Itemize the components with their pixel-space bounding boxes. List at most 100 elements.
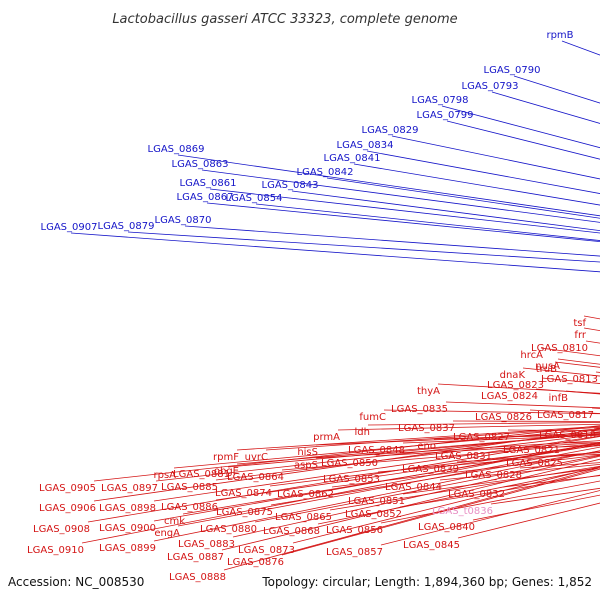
minus-gene-label: LGAS_0837	[398, 423, 455, 434]
label-leader-line	[223, 467, 600, 571]
label-leader-line	[375, 442, 600, 457]
label-leader-line	[291, 190, 600, 232]
minus-gene-label: frr	[574, 330, 586, 341]
label-leader-line	[155, 431, 600, 482]
label-leader-line	[367, 421, 600, 426]
minus-gene-label: engA	[154, 528, 180, 539]
label-leader-line	[81, 441, 600, 544]
label-leader-line	[457, 502, 600, 539]
label-leader-line	[380, 490, 600, 546]
minus-gene-label: LGAS_0851	[348, 496, 405, 507]
minus-gene-label: LGAS_0868	[263, 526, 320, 537]
label-leader-line	[127, 231, 600, 263]
label-leader-line	[353, 163, 600, 206]
label-leader-line	[439, 464, 600, 481]
rna-gene-label: LGAS_t0836	[432, 506, 493, 517]
minus-gene-label: tsf	[573, 318, 586, 329]
minus-gene-label: LGAS_0857	[326, 547, 383, 558]
plus-gene-label: LGAS_0843	[262, 180, 319, 191]
minus-gene-label: LGAS_0823	[487, 380, 544, 391]
minus-gene-label: LGAS_0910	[27, 545, 84, 556]
minus-gene-label: LGAS_0848	[348, 445, 405, 456]
label-leader-line	[329, 465, 600, 511]
minus-gene-label: LGAS_0845	[403, 540, 460, 551]
plus-gene-label: LGAS_0907	[41, 222, 98, 233]
label-leader-line	[206, 202, 600, 242]
minus-gene-label: LGAS_0900	[99, 523, 156, 534]
minus-gene-label: LGAS_0886	[161, 502, 218, 513]
label-leader-line	[177, 446, 600, 527]
label-leader-line	[70, 232, 600, 273]
minus-gene-label: LGAS_0883	[178, 539, 235, 550]
plus-gene-label: LGAS_0861	[180, 178, 237, 189]
plus-gene-label: LGAS_0867	[177, 192, 234, 203]
minus-gene-label: LGAS_0813	[541, 374, 598, 385]
minus-gene-label: LGAS_0810	[531, 343, 588, 354]
minus-gene-label: fumC	[359, 412, 386, 423]
label-leader-line	[153, 450, 600, 542]
minus-gene-label: LGAS_0844	[385, 482, 442, 493]
label-leader-line	[281, 443, 600, 471]
minus-gene-label: ldh	[355, 427, 370, 438]
label-leader-line	[221, 458, 600, 551]
minus-gene-label: LGAS_0888	[169, 572, 226, 583]
minus-gene-label: LGAS_0864	[227, 472, 284, 483]
minus-gene-label: LGAS_0840	[418, 522, 475, 533]
label-leader-line	[472, 494, 600, 521]
label-leader-line	[184, 225, 600, 257]
label-leader-line	[254, 455, 600, 523]
minus-gene-label: LGAS_0887	[167, 552, 224, 563]
minus-gene-label: LGAS_0865	[275, 512, 332, 523]
map-title: Lactobacillus gasseri ATCC 33323, comple…	[112, 12, 457, 27]
minus-gene-label: thyA	[417, 386, 440, 397]
plus-gene-label: LGAS_0793	[462, 81, 519, 92]
minus-gene-label: LGAS_0828	[465, 470, 522, 481]
label-leader-line	[87, 436, 600, 523]
label-leader-line	[265, 426, 600, 451]
plus-gene-label: LGAS_0799	[417, 110, 474, 121]
minus-gene-label: LGAS_0852	[345, 509, 402, 520]
minus-gene-label: rpsA	[153, 470, 176, 481]
minus-gene-label: LGAS_0839	[402, 464, 459, 475]
minus-gene-label: eno	[417, 441, 436, 452]
minus-gene-label: uvrC	[245, 452, 268, 463]
minus-gene-label: LGAS_0908	[33, 524, 90, 535]
minus-gene-label: LGAS_0862	[277, 489, 334, 500]
label-leader-line	[153, 435, 600, 502]
minus-gene-label: LGAS_0881	[173, 469, 230, 480]
minus-gene-label: LGAS_0885	[161, 482, 218, 493]
label-leader-line	[366, 150, 600, 194]
minus-gene-label: prmA	[313, 432, 340, 443]
plus-gene-label: LGAS_0869	[148, 144, 205, 155]
plus-gene-label: LGAS_0790	[484, 65, 541, 76]
minus-gene-label: truB	[536, 364, 557, 375]
minus-gene-label: LGAS_0853	[323, 474, 380, 485]
plus-gene-label: LGAS_0834	[337, 140, 394, 151]
plus-gene-label: LGAS_0879	[98, 221, 155, 232]
minus-gene-label: LGAS_0899	[99, 543, 156, 554]
label-leader-line	[337, 423, 600, 431]
minus-gene-label: infB	[549, 393, 569, 404]
minus-gene-label: LGAS_0873	[238, 545, 295, 556]
minus-gene-label: LGAS_0906	[39, 503, 96, 514]
plus-gene-label: LGAS_0841	[324, 153, 381, 164]
label-leader-line	[292, 466, 600, 544]
minus-gene-label: LGAS_0856	[326, 525, 383, 536]
minus-gene-label: LGAS_0827	[453, 432, 510, 443]
leader-line-layer	[70, 40, 600, 571]
minus-gene-label: LGAS_0850	[321, 458, 378, 469]
plus-gene-label: LGAS_0854	[226, 193, 283, 204]
minus-gene-label: LGAS_0832	[448, 489, 505, 500]
label-leader-line	[236, 425, 600, 451]
minus-gene-label: LGAS_0874	[215, 488, 272, 499]
minus-gene-label: LGAS_0875	[216, 507, 273, 518]
minus-gene-label: LGAS_0897	[101, 483, 158, 494]
minus-gene-label: LGAS_0876	[227, 557, 284, 568]
label-leader-line	[215, 443, 600, 501]
minus-gene-label: LGAS_0898	[99, 503, 156, 514]
label-leader-line	[93, 425, 600, 482]
minus-gene-label: hrcA	[520, 350, 543, 361]
minus-gene-label: LGAS_0880	[200, 524, 257, 535]
